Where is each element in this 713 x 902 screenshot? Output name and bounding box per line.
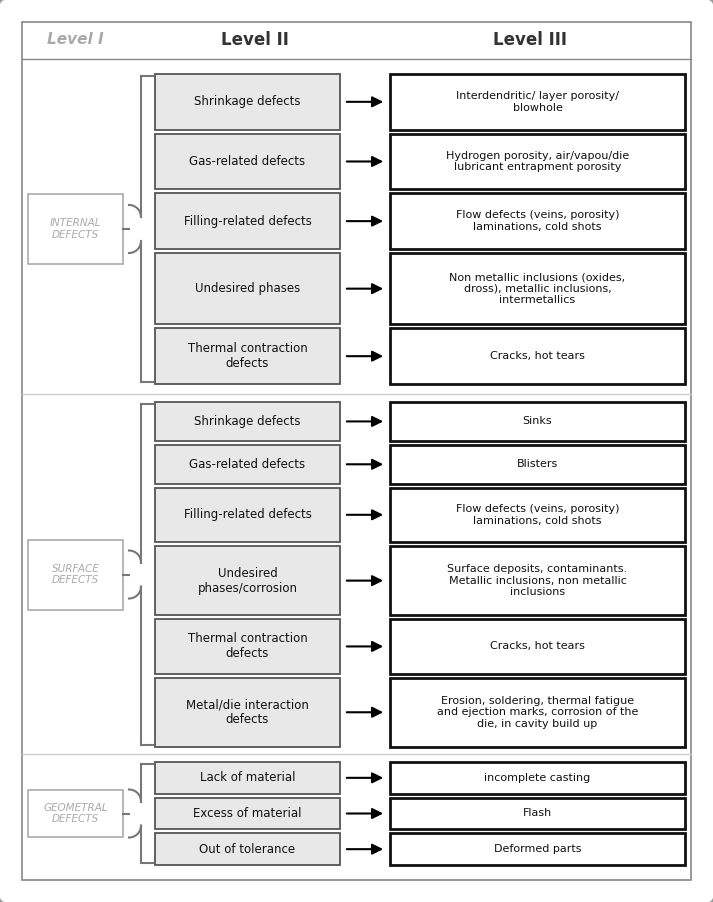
Text: Erosion, soldering, thermal fatigue
and ejection marks, corrosion of the
die, in: Erosion, soldering, thermal fatigue and … [437,695,638,729]
FancyBboxPatch shape [155,402,340,441]
FancyBboxPatch shape [390,253,685,325]
Text: Flow defects (veins, porosity)
laminations, cold shots: Flow defects (veins, porosity) laminatio… [456,504,620,526]
FancyBboxPatch shape [155,762,340,794]
FancyBboxPatch shape [22,22,691,880]
FancyBboxPatch shape [155,133,340,189]
FancyBboxPatch shape [155,677,340,747]
Text: Undesired phases: Undesired phases [195,282,300,295]
Text: Thermal contraction
defects: Thermal contraction defects [188,342,307,370]
Text: SURFACE
DEFECTS: SURFACE DEFECTS [51,564,99,585]
Text: GEOMETRAL
DEFECTS: GEOMETRAL DEFECTS [43,803,108,824]
Text: Sinks: Sinks [523,417,553,427]
Text: Deformed parts: Deformed parts [493,844,581,854]
Text: Gas-related defects: Gas-related defects [190,458,306,471]
Text: Filling-related defects: Filling-related defects [183,509,312,521]
Text: Lack of material: Lack of material [200,771,295,785]
Text: incomplete casting: incomplete casting [484,773,590,783]
FancyBboxPatch shape [390,74,685,130]
Text: Hydrogen porosity, air/vapou/die
lubricant entrapment porosity: Hydrogen porosity, air/vapou/die lubrica… [446,151,629,172]
FancyBboxPatch shape [390,328,685,384]
Text: Shrinkage defects: Shrinkage defects [194,415,301,428]
FancyBboxPatch shape [390,677,685,747]
FancyBboxPatch shape [390,402,685,441]
Text: Excess of material: Excess of material [193,807,302,820]
Text: Non metallic inclusions (oxides,
dross), metallic inclusions,
intermetallics: Non metallic inclusions (oxides, dross),… [449,272,625,305]
Text: Undesired
phases/corrosion: Undesired phases/corrosion [198,566,297,594]
Text: Level I: Level I [46,32,103,48]
FancyBboxPatch shape [155,74,340,130]
Text: INTERNAL
DEFECTS: INTERNAL DEFECTS [50,218,101,240]
Text: Cracks, hot tears: Cracks, hot tears [490,641,585,651]
FancyBboxPatch shape [390,546,685,615]
FancyBboxPatch shape [28,790,123,837]
FancyBboxPatch shape [28,539,123,610]
Text: Level III: Level III [493,31,567,49]
FancyBboxPatch shape [155,488,340,542]
Text: Filling-related defects: Filling-related defects [183,215,312,227]
Text: Interdendritic/ layer porosity/
blowhole: Interdendritic/ layer porosity/ blowhole [456,91,619,113]
Text: Blisters: Blisters [517,459,558,469]
Text: Shrinkage defects: Shrinkage defects [194,96,301,108]
FancyBboxPatch shape [28,194,123,264]
Text: Flow defects (veins, porosity)
laminations, cold shots: Flow defects (veins, porosity) laminatio… [456,210,620,232]
FancyBboxPatch shape [390,133,685,189]
FancyBboxPatch shape [390,445,685,483]
FancyBboxPatch shape [155,328,340,384]
Text: Out of tolerance: Out of tolerance [200,842,296,856]
Text: Thermal contraction
defects: Thermal contraction defects [188,632,307,660]
Text: Gas-related defects: Gas-related defects [190,155,306,168]
FancyBboxPatch shape [390,620,685,674]
FancyBboxPatch shape [155,797,340,829]
Text: Metal/die interaction
defects: Metal/die interaction defects [186,698,309,726]
FancyBboxPatch shape [155,620,340,674]
Text: Flash: Flash [523,808,552,818]
Text: Cracks, hot tears: Cracks, hot tears [490,351,585,361]
FancyBboxPatch shape [155,193,340,249]
FancyBboxPatch shape [155,546,340,615]
FancyBboxPatch shape [390,833,685,865]
FancyBboxPatch shape [155,833,340,865]
FancyBboxPatch shape [390,762,685,794]
FancyBboxPatch shape [390,797,685,829]
FancyBboxPatch shape [390,193,685,249]
Text: Level II: Level II [221,31,289,49]
FancyBboxPatch shape [390,488,685,542]
FancyBboxPatch shape [155,253,340,325]
FancyBboxPatch shape [155,445,340,483]
Text: Surface deposits, contaminants.
Metallic inclusions, non metallic
inclusions: Surface deposits, contaminants. Metallic… [448,564,627,597]
